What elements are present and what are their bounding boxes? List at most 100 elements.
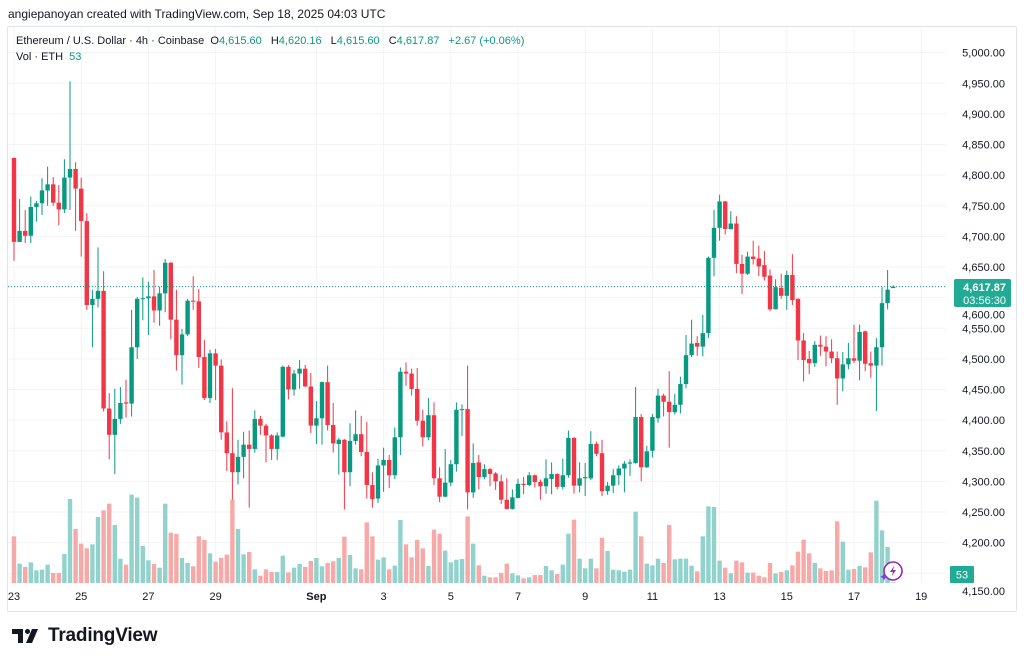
- volume-bar: [196, 536, 201, 583]
- volume-bar: [588, 558, 593, 583]
- candle-body: [347, 440, 353, 473]
- volume-bar: [863, 567, 868, 583]
- change-value: +2.67 (+0.06%): [448, 35, 525, 47]
- candle-body: [247, 444, 252, 449]
- candle: [45, 166, 50, 206]
- candle-body: [11, 157, 17, 242]
- candle: [611, 469, 616, 494]
- volume-bar: [370, 536, 375, 583]
- volume-bar: [616, 570, 621, 583]
- candle: [555, 473, 560, 490]
- candle-body: [381, 459, 386, 466]
- volume-bar: [359, 569, 364, 583]
- volume-bar: [437, 533, 442, 583]
- candle-body: [135, 298, 140, 348]
- candle-body: [269, 435, 274, 449]
- candle-body: [599, 453, 605, 492]
- candle: [807, 350, 812, 375]
- candle: [543, 459, 549, 494]
- candle: [303, 365, 308, 388]
- candle-body: [230, 453, 235, 473]
- candle: [627, 459, 633, 476]
- candle-body: [39, 190, 45, 204]
- candle: [465, 365, 470, 510]
- price-tick-label: 4,900.00: [962, 109, 1005, 121]
- candle: [863, 330, 868, 372]
- lightning-icon[interactable]: [880, 561, 903, 581]
- volume-bar: [818, 568, 823, 583]
- candle: [650, 414, 655, 458]
- price-tick-label: 4,250.00: [962, 507, 1005, 519]
- volume-bar: [560, 564, 565, 583]
- candle-body: [879, 303, 885, 348]
- candle: [95, 247, 101, 308]
- candle: [745, 251, 750, 275]
- candle-body: [118, 402, 123, 419]
- volume-bar: [700, 536, 705, 583]
- candle-body: [174, 319, 179, 356]
- volume-bar: [734, 560, 739, 583]
- volume-title[interactable]: Vol · ETH: [16, 51, 64, 63]
- candle-body: [431, 415, 437, 479]
- volume-bar: [717, 560, 722, 583]
- candle: [812, 341, 817, 367]
- candle-body: [711, 227, 717, 258]
- candle-body: [577, 478, 582, 486]
- volume-bar: [403, 544, 409, 583]
- candle: [409, 368, 414, 396]
- volume-bar: [168, 532, 173, 583]
- volume-bar: [420, 548, 425, 583]
- candle-body: [185, 300, 190, 335]
- time-tick-label: 15: [781, 591, 793, 603]
- volume-bar: [527, 577, 532, 583]
- candle-body: [364, 451, 369, 486]
- tradingview-logo[interactable]: TradingView: [12, 625, 158, 647]
- candle-body: [56, 202, 61, 210]
- candle: [504, 478, 509, 510]
- time-axis[interactable]: 23 25 27 29 Sep 3 5 7 9 11 13 15 17 19: [8, 591, 927, 603]
- candle-body: [739, 263, 745, 274]
- volume-bar: [129, 494, 134, 583]
- volume-bar: [325, 563, 330, 583]
- volume-bar: [482, 575, 487, 583]
- candle-body: [700, 333, 705, 347]
- volume-bar: [342, 536, 347, 583]
- candle-body: [471, 463, 476, 493]
- time-tick-label: 23: [8, 591, 20, 603]
- volume-bar: [639, 536, 644, 583]
- candle-body: [224, 432, 229, 454]
- volume-bar: [487, 577, 493, 583]
- candle-body: [885, 289, 890, 304]
- candle: [79, 177, 84, 257]
- volume-bar: [381, 557, 386, 583]
- candle-body: [90, 298, 95, 305]
- volume-bar: [291, 567, 297, 583]
- candle: [151, 270, 157, 323]
- candle: [728, 211, 733, 230]
- symbol-title[interactable]: Ethereum / U.S. Dollar · 4h · Coinbase: [16, 35, 205, 47]
- candle: [885, 270, 890, 310]
- candle: [336, 437, 341, 475]
- volume-bar: [784, 570, 789, 583]
- candle: [314, 401, 319, 445]
- price-axis[interactable]: 5,000.00 4,950.00 4,900.00 4,850.00 4,800.00…: [962, 48, 1005, 598]
- candle-body: [829, 351, 834, 359]
- candle-body: [325, 382, 330, 426]
- volume-bar: [73, 529, 78, 583]
- candle: [459, 404, 465, 437]
- candle-body: [129, 347, 134, 404]
- candle: [661, 393, 666, 417]
- volume-bar: [683, 558, 689, 583]
- candle-body: [504, 499, 509, 509]
- candle-body: [751, 256, 756, 260]
- candle-body: [689, 343, 694, 356]
- volume-bar: [252, 569, 257, 583]
- candle-body: [17, 230, 22, 242]
- candle: [795, 298, 801, 361]
- volume-bar: [409, 557, 414, 583]
- candle: [235, 439, 241, 485]
- volume-bar: [773, 573, 778, 583]
- volume-bar: [655, 558, 661, 583]
- price-tick-label: 4,700.00: [962, 231, 1005, 243]
